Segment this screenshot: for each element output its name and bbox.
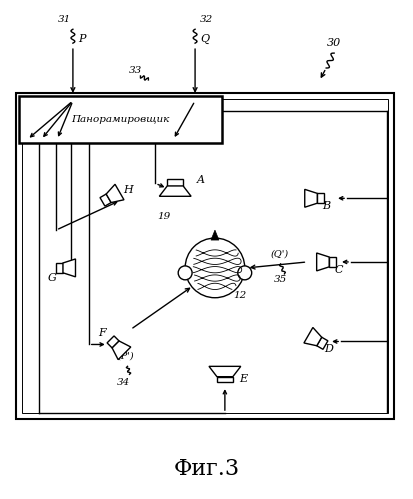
Polygon shape — [106, 184, 123, 203]
Polygon shape — [63, 259, 75, 277]
Text: P: P — [78, 34, 85, 44]
Text: G: G — [48, 273, 57, 283]
Circle shape — [185, 238, 244, 298]
Text: E: E — [238, 374, 246, 384]
Bar — [19, 96, 221, 143]
Polygon shape — [112, 341, 131, 360]
Text: Q: Q — [199, 34, 209, 44]
Text: 32: 32 — [200, 15, 213, 24]
Polygon shape — [211, 230, 218, 240]
Text: F: F — [97, 327, 105, 337]
Text: 35: 35 — [273, 275, 287, 284]
Circle shape — [178, 266, 192, 280]
Polygon shape — [209, 366, 240, 377]
Polygon shape — [316, 253, 328, 271]
Polygon shape — [107, 336, 119, 348]
Text: 31: 31 — [58, 15, 71, 24]
Polygon shape — [100, 194, 111, 206]
Polygon shape — [167, 179, 183, 186]
Bar — [22, 99, 387, 413]
Polygon shape — [316, 337, 327, 349]
Polygon shape — [328, 257, 335, 267]
Polygon shape — [216, 377, 232, 382]
Text: H: H — [123, 185, 133, 195]
Text: A: A — [197, 175, 204, 186]
Polygon shape — [304, 189, 316, 207]
Text: 30: 30 — [326, 38, 340, 48]
Text: B: B — [321, 201, 330, 211]
Polygon shape — [303, 327, 321, 346]
Polygon shape — [56, 263, 63, 273]
Text: (P'): (P') — [117, 352, 133, 361]
Text: 19: 19 — [157, 212, 170, 221]
Bar — [16, 93, 393, 419]
Text: C: C — [333, 265, 342, 275]
Text: D: D — [323, 344, 332, 354]
Circle shape — [237, 266, 251, 280]
Polygon shape — [316, 194, 324, 203]
Text: Фиг.3: Фиг.3 — [173, 458, 240, 480]
Polygon shape — [159, 186, 191, 196]
Text: (Q'): (Q') — [270, 250, 288, 258]
Text: 12: 12 — [232, 291, 245, 300]
Text: 34: 34 — [116, 378, 130, 387]
Text: 33: 33 — [128, 66, 142, 75]
Text: Панорамировщик: Панорамировщик — [71, 115, 169, 124]
